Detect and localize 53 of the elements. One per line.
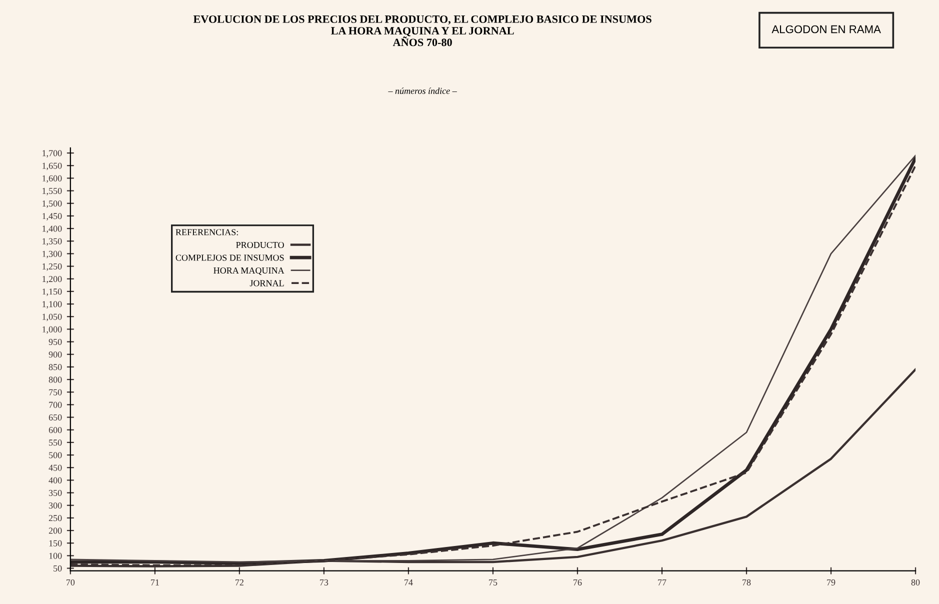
y-tick-label: 1,400 bbox=[42, 226, 62, 234]
y-tick-label: 900 bbox=[48, 351, 62, 358]
x-tick-label: 75 bbox=[489, 579, 498, 586]
y-tick-label: 1,450 bbox=[42, 213, 62, 220]
y-tick-label: 500 bbox=[49, 452, 62, 458]
y-tick-label: 800 bbox=[48, 376, 62, 383]
y-tick-label: 1,150 bbox=[42, 288, 62, 296]
legend-label: HORA MAQUINA bbox=[214, 267, 284, 275]
x-tick-label: 70 bbox=[66, 579, 75, 586]
y-tick-label: 250 bbox=[48, 515, 62, 522]
y-tick-label: 200 bbox=[48, 528, 62, 534]
chart-title: EVOLUCION DE LOS PRECIOS DEL PRODUCTO, EL COMPLEJO BASICO DE INSUMOS LA HORA MAQUINA Y EL JORNAL AÑOS 70-80 bbox=[193, 15, 652, 46]
y-tick-label: 1,650 bbox=[42, 162, 62, 170]
y-tick-label: 1,300 bbox=[42, 250, 62, 258]
y-tick-label: 600 bbox=[48, 426, 62, 434]
y-tick-label: 1,200 bbox=[42, 276, 62, 284]
y-tick-label: 850 bbox=[48, 364, 62, 370]
y-tick-label: 1,550 bbox=[42, 188, 62, 196]
text: ALGODON EN RAMA bbox=[772, 25, 881, 34]
y-tick-label: 950 bbox=[48, 338, 62, 345]
y-tick-label: 750 bbox=[49, 389, 62, 396]
y-tick-label: 150 bbox=[49, 540, 62, 546]
y-tick-label: 400 bbox=[48, 477, 62, 484]
x-tick-label: 72 bbox=[236, 579, 244, 586]
y-tick-label: 1,050 bbox=[42, 314, 62, 322]
y-tick-label: 650 bbox=[48, 414, 62, 420]
x-tick-label: 74 bbox=[404, 579, 413, 586]
y-tick-label: 550 bbox=[49, 440, 62, 446]
x-tick-label: 76 bbox=[574, 579, 582, 586]
y-tick-label: 1,250 bbox=[42, 263, 62, 271]
y-tick-label: 50 bbox=[54, 565, 62, 572]
x-tick-label: 80 bbox=[911, 579, 920, 586]
y-tick-label: 700 bbox=[49, 402, 62, 408]
legend-label: COMPLEJOS DE INSUMOS bbox=[176, 254, 284, 261]
y-tick-label: 350 bbox=[48, 490, 62, 496]
y-tick-label: 450 bbox=[48, 464, 62, 471]
x-tick-label: 79 bbox=[827, 579, 836, 586]
x-tick-label: 71 bbox=[151, 579, 159, 586]
x-tick-label: 78 bbox=[742, 579, 751, 586]
y-tick-label: 1,700 bbox=[42, 150, 62, 158]
y-tick-label: 1,600 bbox=[42, 175, 62, 183]
y-tick-label: 1,500 bbox=[42, 200, 62, 208]
y-tick-label: 1,350 bbox=[42, 238, 62, 246]
chart-subtitle: – números índice – bbox=[388, 88, 457, 94]
legend-title: REFERENCIAS: bbox=[176, 229, 238, 236]
y-tick-label: 300 bbox=[48, 502, 62, 509]
legend-label: JORNAL bbox=[250, 280, 284, 286]
y-tick-label: 100 bbox=[49, 552, 62, 559]
x-tick-label: 77 bbox=[658, 579, 666, 586]
y-tick-label: 1,000 bbox=[42, 326, 62, 334]
x-tick-label: 73 bbox=[320, 579, 328, 586]
y-tick-label: 1,100 bbox=[42, 301, 62, 309]
legend-label: PRODUCTO bbox=[236, 242, 284, 248]
